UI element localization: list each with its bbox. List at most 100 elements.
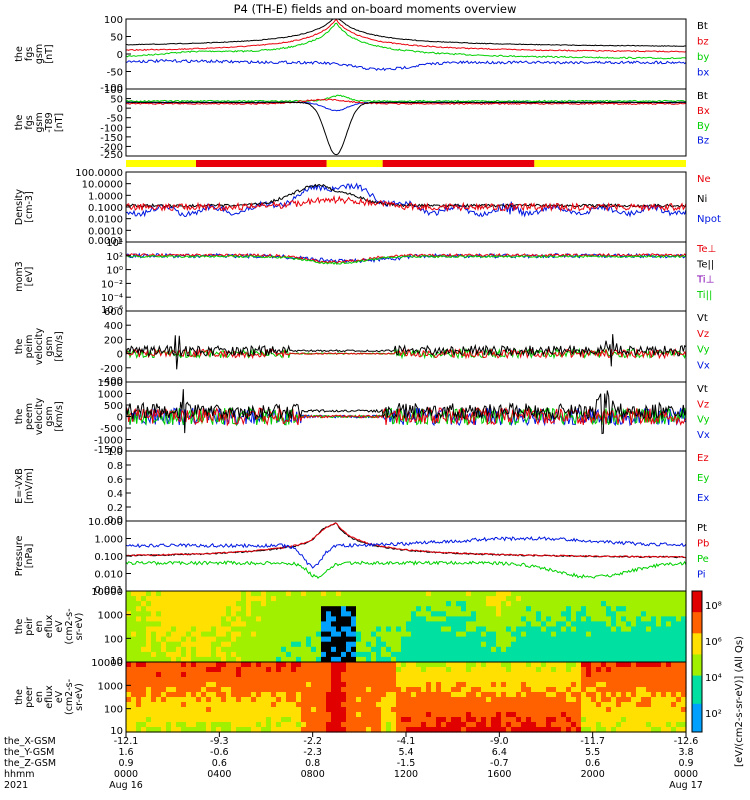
peer-spectrogram-cell [296, 697, 302, 703]
peer-spectrogram-cell [181, 707, 187, 713]
peer-spectrogram-cell [416, 667, 422, 673]
peir-spectrogram-cell [231, 601, 237, 607]
peir-spectrogram-cell [681, 651, 687, 658]
peir-spectrogram-cell [321, 596, 327, 602]
peir-spectrogram-cell [541, 621, 547, 628]
y-axis-label-line: eV [54, 620, 65, 633]
peer-spectrogram-cell [516, 677, 522, 683]
peer-spectrogram-cell [636, 692, 642, 698]
peer-spectrogram-cell [431, 687, 437, 693]
peir-spectrogram-cell [501, 601, 507, 607]
peer-spectrogram-cell [171, 672, 177, 678]
peir-spectrogram-cell [681, 621, 687, 628]
peer-spectrogram-cell [146, 687, 152, 693]
peer-spectrogram-cell [286, 687, 292, 693]
peer-spectrogram-cell [386, 687, 392, 693]
peir-spectrogram-cell [216, 606, 222, 612]
peer-spectrogram-cell [386, 662, 392, 668]
peir-spectrogram-cell [241, 656, 247, 663]
peer-spectrogram-cell [571, 692, 577, 698]
peer-spectrogram-cell [321, 702, 327, 708]
peir-spectrogram-cell [481, 591, 487, 597]
peer-spectrogram-cell [366, 712, 372, 718]
peir-spectrogram-cell [676, 646, 682, 653]
peer-spectrogram-cell [166, 667, 172, 673]
peer-spectrogram-cell [286, 692, 292, 698]
peer-spectrogram-cell [551, 692, 557, 698]
peir-spectrogram-cell [631, 646, 637, 653]
peir-spectrogram-cell [436, 636, 442, 643]
peer-spectrogram-cell [411, 727, 417, 733]
peir-spectrogram-cell [336, 651, 342, 658]
peer-spectrogram-cell [296, 672, 302, 678]
peir-spectrogram-cell [131, 611, 137, 617]
peer-spectrogram-cell [316, 712, 322, 718]
peir-spectrogram-cell [356, 646, 362, 653]
y-axis-label: the fgs gsm [nT] [14, 44, 55, 64]
peir-spectrogram-cell [301, 636, 307, 643]
peer-spectrogram-cell [256, 712, 262, 718]
peir-spectrogram-cell [671, 601, 677, 607]
peir-spectrogram-cell [316, 621, 322, 628]
y-axis-label: the fgs gsm -T89 [nT] [14, 112, 65, 132]
peir-spectrogram-cell [206, 611, 212, 617]
peir-spectrogram-cell [176, 601, 182, 607]
peer-spectrogram-cell [401, 662, 407, 668]
colorbar-frame [691, 590, 703, 733]
peir-spectrogram-cell [676, 591, 682, 597]
peir-spectrogram-cell [506, 636, 512, 643]
peir-spectrogram-cell [261, 596, 267, 602]
legend-density-0: Ne [697, 174, 711, 185]
peir-spectrogram-cell [146, 626, 152, 633]
peer-spectrogram-cell [226, 677, 232, 683]
peir-spectrogram-cell [576, 626, 582, 633]
peir-spectrogram-cell [611, 631, 617, 638]
peer-spectrogram-cell [546, 707, 552, 713]
peir-spectrogram-cell [471, 606, 477, 612]
peer-spectrogram-cell [261, 712, 267, 718]
peer-spectrogram-cell [371, 702, 377, 708]
peer-spectrogram-cell [281, 702, 287, 708]
peir-spectrogram-cell [531, 596, 537, 602]
peer-spectrogram-cell [606, 707, 612, 713]
peir-spectrogram-cell [176, 611, 182, 617]
peir-spectrogram-cell [156, 626, 162, 633]
peer-spectrogram-cell [591, 722, 597, 728]
peer-spectrogram-cell [311, 672, 317, 678]
peir-spectrogram-cell [556, 591, 562, 597]
peer-spectrogram-cell [581, 677, 587, 683]
peir-spectrogram-cell [256, 601, 262, 607]
peer-spectrogram-cell [551, 712, 557, 718]
peer-spectrogram-cell [366, 717, 372, 723]
peir-spectrogram-cell [341, 596, 347, 602]
peer-spectrogram-cell [526, 662, 532, 668]
peer-spectrogram-cell [676, 682, 682, 688]
peir-spectrogram-cell [606, 631, 612, 638]
peir-spectrogram-cell [521, 656, 527, 663]
peir-spectrogram-cell [586, 596, 592, 602]
peer-spectrogram-cell [566, 667, 572, 673]
peir-spectrogram-cell [206, 596, 212, 602]
peir-spectrogram-cell [371, 606, 377, 612]
peer-spectrogram-cell [251, 682, 257, 688]
peir-spectrogram-cell [511, 651, 517, 658]
peir-spectrogram-cell [521, 626, 527, 633]
peer-spectrogram-cell [246, 707, 252, 713]
x-row-value: 5.4 [398, 747, 413, 758]
peir-spectrogram-cell [661, 641, 667, 648]
peir-spectrogram-cell [291, 631, 297, 638]
peir-spectrogram-cell [381, 646, 387, 653]
peer-spectrogram-cell [486, 692, 492, 698]
peir-spectrogram-cell [361, 641, 367, 648]
peer-spectrogram-cell [206, 672, 212, 678]
peir-spectrogram-cell [226, 591, 232, 597]
peer-spectrogram-cell [436, 677, 442, 683]
peer-spectrogram-cell [161, 702, 167, 708]
peir-spectrogram-cell [216, 656, 222, 663]
peer-spectrogram-cell [661, 712, 667, 718]
peer-spectrogram-cell [226, 727, 232, 733]
peir-spectrogram-cell [146, 591, 152, 597]
peer-spectrogram-cell [206, 707, 212, 713]
peer-spectrogram-cell [186, 682, 192, 688]
peer-spectrogram-cell [581, 692, 587, 698]
